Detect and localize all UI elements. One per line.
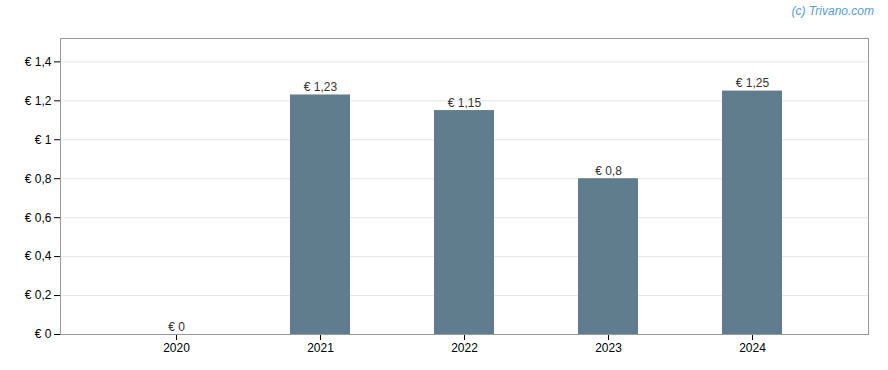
html-text:(c) Trivano.com: (c) Trivano.com: [791, 4, 874, 18]
svg-text:€ 1,2: € 1,2: [25, 94, 52, 108]
svg-text:2024: 2024: [739, 341, 766, 355]
svg-text:€ 0,8: € 0,8: [25, 172, 52, 186]
svg-text:2020: 2020: [163, 341, 190, 355]
svg-text:2022: 2022: [451, 341, 478, 355]
svg-text:€ 1,25: € 1,25: [736, 76, 770, 90]
svg-text:€ 0: € 0: [35, 327, 52, 341]
svg-text:€ 0,6: € 0,6: [25, 210, 52, 224]
svg-text:€ 1,4: € 1,4: [25, 55, 52, 69]
svg-text:€ 0,8: € 0,8: [595, 164, 622, 178]
svg-text:2021: 2021: [307, 341, 334, 355]
svg-text:€ 1,15: € 1,15: [448, 96, 482, 110]
svg-text:2023: 2023: [595, 341, 622, 355]
svg-text:€ 1,23: € 1,23: [304, 80, 338, 94]
svg-text:€ 1: € 1: [35, 133, 52, 147]
svg-text:€ 0,4: € 0,4: [25, 249, 52, 263]
svg-text:€ 0: € 0: [168, 320, 185, 334]
svg-text:€ 0,2: € 0,2: [25, 288, 52, 302]
